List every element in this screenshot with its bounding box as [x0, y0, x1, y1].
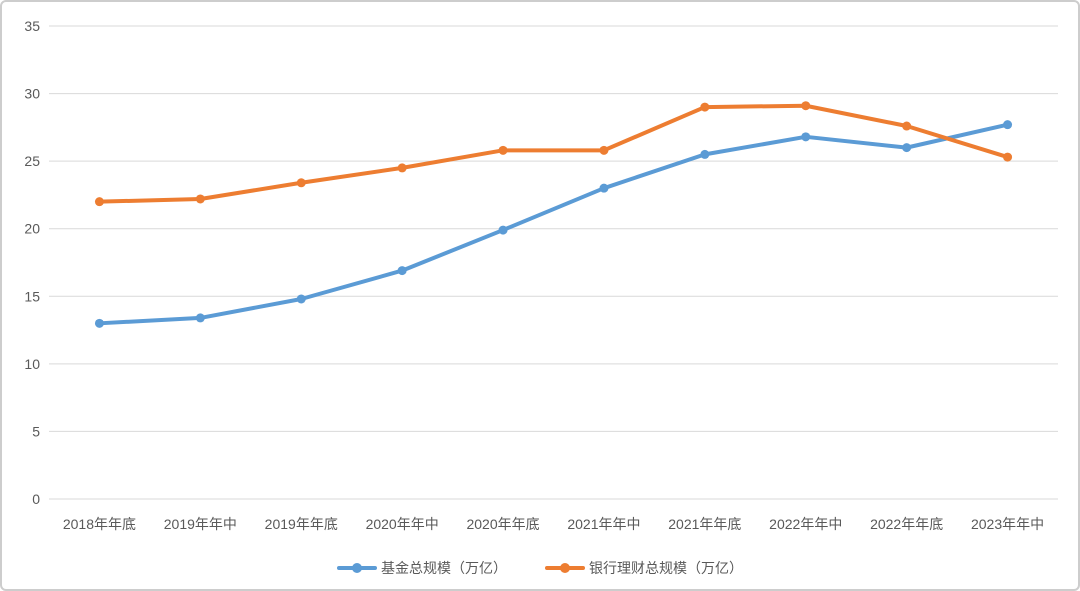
data-point-series-1[interactable] [498, 145, 508, 155]
legend-item-fund-total[interactable]: 基金总规模（万亿） [337, 561, 507, 575]
x-axis-label: 2023年年中 [971, 516, 1044, 532]
data-point-series-1[interactable] [902, 121, 912, 131]
y-tick-label: 0 [32, 491, 40, 507]
data-point-series-0[interactable] [902, 143, 912, 153]
x-axis-label: 2021年年中 [567, 516, 640, 532]
data-point-series-0[interactable] [599, 183, 609, 193]
x-axis-label: 2018年年底 [63, 516, 136, 532]
data-point-series-1[interactable] [700, 102, 710, 112]
y-tick-label: 20 [24, 221, 40, 237]
x-axis-label: 2020年年底 [466, 516, 539, 532]
x-axis-label: 2019年年底 [265, 516, 338, 532]
data-point-series-0[interactable] [700, 149, 710, 159]
x-axis-label: 2020年年中 [366, 516, 439, 532]
y-tick-label: 30 [24, 86, 40, 102]
data-point-series-1[interactable] [397, 163, 407, 173]
data-point-series-1[interactable] [195, 194, 205, 204]
y-tick-label: 5 [32, 423, 40, 439]
data-point-series-1[interactable] [801, 101, 811, 111]
x-axis-label: 2021年年底 [668, 516, 741, 532]
series-line-1 [97, 103, 1010, 204]
data-point-series-1[interactable] [94, 197, 104, 207]
fund-series-line-marker-icon [337, 563, 377, 573]
data-point-series-0[interactable] [801, 132, 811, 142]
data-point-series-0[interactable] [397, 266, 407, 276]
data-point-series-1[interactable] [599, 145, 609, 155]
y-tick-label: 10 [24, 356, 40, 372]
data-point-series-0[interactable] [94, 318, 104, 328]
data-point-series-1[interactable] [1003, 152, 1013, 162]
x-axis-label: 2022年年底 [870, 516, 943, 532]
data-point-series-0[interactable] [195, 313, 205, 323]
y-tick-label: 35 [24, 18, 40, 34]
data-point-series-0[interactable] [296, 294, 306, 304]
data-point-series-0[interactable] [498, 225, 508, 235]
x-axis-label: 2019年年中 [164, 516, 237, 532]
x-axis-label: 2022年年中 [769, 516, 842, 532]
bank-series-line-marker-icon [545, 563, 585, 573]
legend-label-bank-wealth-total: 银行理财总规模（万亿） [589, 560, 743, 576]
y-tick-label: 15 [24, 288, 40, 304]
data-point-series-1[interactable] [296, 178, 306, 188]
legend-label-fund-total: 基金总规模（万亿） [381, 560, 507, 576]
y-tick-label: 25 [24, 153, 40, 169]
chart-legend: 基金总规模（万亿） 银行理财总规模（万亿） [2, 561, 1078, 575]
data-point-series-0[interactable] [1003, 120, 1013, 130]
series-line-0 [97, 122, 1010, 326]
legend-item-bank-wealth-total[interactable]: 银行理财总规模（万亿） [545, 561, 743, 575]
